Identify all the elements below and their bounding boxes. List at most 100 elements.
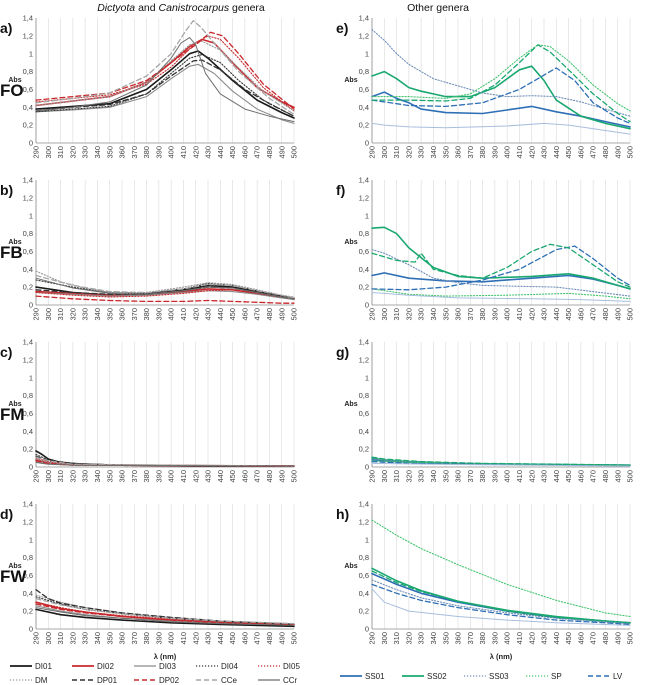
x-tick-label: 330: [417, 470, 426, 483]
x-tick-label: 350: [441, 632, 450, 645]
y-axis-label: Abs: [8, 563, 21, 570]
x-tick-label: 440: [216, 308, 225, 321]
x-tick-label: 500: [626, 146, 635, 159]
x-tick-label: 450: [564, 632, 573, 645]
y-tick-label: 0,2: [359, 283, 369, 292]
x-tick-label: 390: [490, 632, 499, 645]
x-tick-label: 370: [466, 632, 475, 645]
x-tick-label: 320: [68, 308, 77, 321]
x-tick-label: 370: [130, 308, 139, 321]
x-tick-label: 440: [216, 470, 225, 483]
y-tick-label: 0,8: [23, 229, 33, 238]
x-tick-label: 400: [167, 470, 176, 483]
x-tick-label: 350: [105, 632, 114, 645]
legend-right: SS01SS02SS03SPLVPGTT: [340, 672, 623, 681]
series-line-ss01: [371, 91, 631, 128]
x-tick-label: 430: [204, 632, 213, 645]
x-tick-label: 390: [154, 470, 163, 483]
x-tick-label: 320: [404, 146, 413, 159]
legend-left: DI01 DI02 DI03 DI04 DI05 DM DP01 DP02 CCe CCr: [10, 662, 300, 685]
x-tick-label: 440: [216, 632, 225, 645]
x-tick-label: 420: [527, 146, 536, 159]
y-tick-label: 0,6: [359, 85, 369, 94]
x-tick-label: 420: [527, 470, 536, 483]
x-tick-label: 500: [290, 632, 299, 645]
y-tick-label: 1,4: [359, 338, 369, 347]
x-tick-label: 450: [564, 146, 573, 159]
panel-label: d): [0, 506, 13, 522]
panel-g: 0 0,2 0,4 0,6 0,8 1 1,2 1,4 290 300 310 320 330 340 35…: [336, 338, 635, 483]
x-tick-label: 410: [179, 308, 188, 321]
x-tick-label: 390: [154, 632, 163, 645]
x-tick-label: 300: [44, 632, 53, 645]
y-tick-label: 1: [365, 535, 369, 544]
x-tick-label: 480: [265, 632, 274, 645]
x-tick-label: 340: [93, 470, 102, 483]
x-tick-label: 500: [290, 308, 299, 321]
series-line-dp02: [35, 31, 295, 110]
y-tick-label: 0,4: [359, 103, 369, 112]
panel-label: h): [336, 506, 349, 522]
x-tick-label: 410: [179, 470, 188, 483]
y-tick-label: 1,4: [23, 14, 33, 23]
y-tick-label: 0,6: [359, 247, 369, 256]
x-tick-label: 460: [576, 146, 585, 159]
x-tick-label: 350: [105, 470, 114, 483]
x-tick-label: 310: [392, 470, 401, 483]
x-tick-label: 430: [540, 470, 549, 483]
y-axis-label: Abs: [8, 239, 21, 246]
y-tick-label: 0,6: [359, 409, 369, 418]
series-line-dp02: [35, 603, 295, 626]
x-tick-label: 420: [191, 146, 200, 159]
y-tick-label: 1,2: [359, 193, 369, 202]
x-tick-label: 470: [253, 308, 262, 321]
series-line-cce: [35, 597, 295, 625]
y-tick-label: 1,4: [359, 14, 369, 23]
series-line-pg: [371, 44, 631, 123]
x-tick-label: 310: [392, 632, 401, 645]
row-label: FB: [0, 243, 23, 262]
y-axis-label: Abs: [8, 77, 21, 84]
x-tick-label: 410: [515, 146, 524, 159]
series-line-pg: [371, 456, 631, 466]
x-tick-label: 500: [290, 146, 299, 159]
x-tick-label: 290: [368, 308, 377, 321]
x-tick-label: 330: [81, 146, 90, 159]
series-line-ccr: [35, 277, 295, 300]
panel-a: 0 0,2 0,4 0,6 0,8 1 1,2 1,4 290 300 310 320 330 340 35…: [0, 14, 299, 159]
y-tick-label: 0,6: [23, 571, 33, 580]
x-tick-label: 390: [490, 470, 499, 483]
y-tick-label: 1: [365, 49, 369, 58]
x-tick-label: 310: [56, 146, 65, 159]
y-tick-label: 1,2: [23, 31, 33, 40]
y-tick-label: 1,2: [359, 517, 369, 526]
x-tick-label: 370: [466, 146, 475, 159]
x-tick-label: 340: [93, 632, 102, 645]
y-tick-label: 0,2: [359, 121, 369, 130]
y-tick-label: 0,2: [23, 445, 33, 454]
x-tick-label: 370: [466, 308, 475, 321]
x-tick-label: 290: [368, 146, 377, 159]
x-tick-label: 460: [240, 632, 249, 645]
panel-label: c): [0, 344, 12, 360]
x-tick-label: 480: [265, 146, 274, 159]
legend-label-di01: DI01: [35, 662, 52, 671]
x-tick-label: 380: [478, 632, 487, 645]
x-tick-label: 500: [290, 470, 299, 483]
x-tick-label: 290: [32, 146, 41, 159]
y-tick-label: 1,4: [359, 500, 369, 509]
x-tick-label: 290: [368, 470, 377, 483]
series-line-tt: [371, 122, 631, 135]
legend-label-ss02: SS02: [427, 672, 447, 681]
y-tick-label: 0,2: [23, 283, 33, 292]
y-axis-label: Abs: [344, 563, 357, 570]
row-label: FO: [0, 81, 24, 100]
x-tick-label: 500: [626, 308, 635, 321]
y-tick-label: 0,8: [359, 67, 369, 76]
series-line-ss02: [371, 567, 631, 624]
x-tick-label: 460: [576, 308, 585, 321]
y-tick-label: 1: [29, 373, 33, 382]
series-line-di02: [35, 38, 295, 109]
x-tick-label: 310: [392, 308, 401, 321]
